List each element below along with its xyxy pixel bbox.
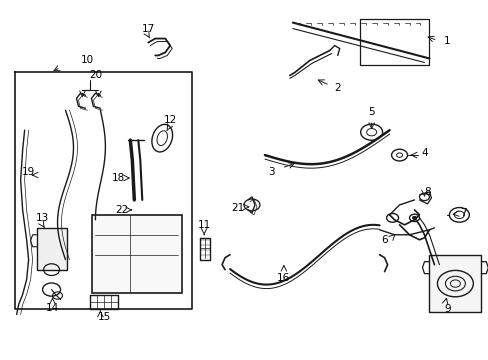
Text: 13: 13 bbox=[36, 213, 49, 223]
Text: 9: 9 bbox=[443, 305, 450, 315]
Text: 7: 7 bbox=[459, 208, 466, 218]
Text: 3: 3 bbox=[268, 167, 275, 177]
Text: 22: 22 bbox=[116, 205, 129, 215]
Text: 4: 4 bbox=[420, 148, 427, 158]
Text: 19: 19 bbox=[22, 167, 35, 177]
Text: 18: 18 bbox=[111, 173, 125, 183]
Text: 11: 11 bbox=[197, 220, 210, 230]
Text: 10: 10 bbox=[81, 55, 94, 66]
Text: 5: 5 bbox=[367, 107, 374, 117]
Text: 12: 12 bbox=[163, 115, 177, 125]
Text: 16: 16 bbox=[277, 273, 290, 283]
Text: 2: 2 bbox=[334, 84, 340, 93]
Text: 17: 17 bbox=[142, 24, 155, 33]
Text: 1: 1 bbox=[443, 36, 450, 46]
Text: 8: 8 bbox=[423, 187, 430, 197]
Text: 14: 14 bbox=[46, 302, 59, 312]
Circle shape bbox=[412, 216, 416, 219]
Text: 6: 6 bbox=[381, 235, 387, 245]
Text: 15: 15 bbox=[98, 312, 111, 323]
Text: 21: 21 bbox=[231, 203, 244, 213]
Text: 20: 20 bbox=[89, 71, 102, 80]
Bar bbox=[428, 255, 480, 312]
Bar bbox=[37, 228, 66, 270]
Bar bbox=[92, 215, 182, 293]
